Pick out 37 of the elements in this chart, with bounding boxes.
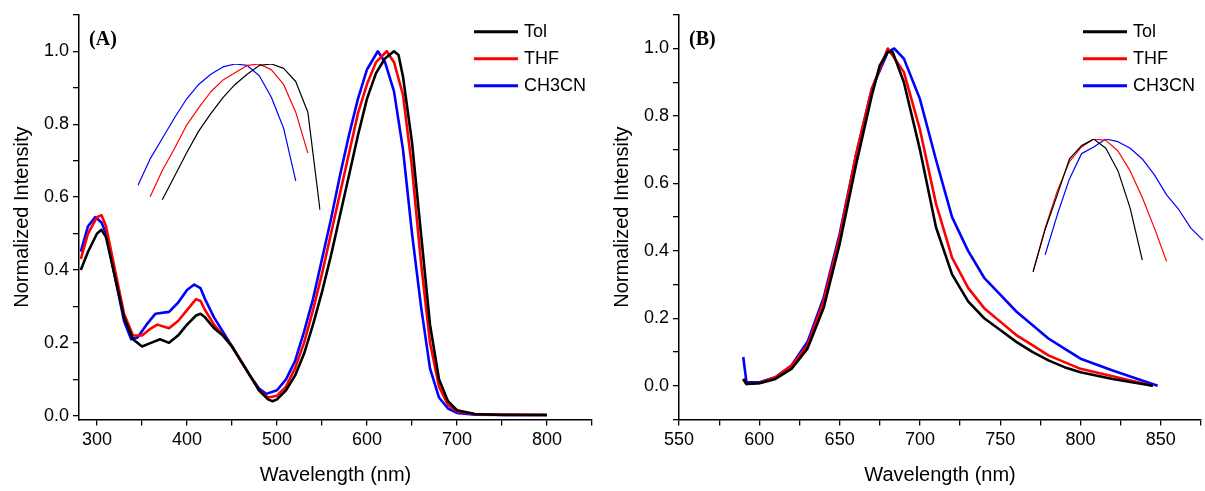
y-tick-label: 0.8 [643,104,670,125]
x-tick-label: 300 [82,429,113,450]
x-tick-label: 800 [531,429,563,450]
x-tick-label: 700 [441,429,473,450]
y-tick-label: 0.0 [643,374,670,395]
x-tick-label: 600 [744,429,775,450]
y-axis-title: Normalized Intensity [9,126,32,308]
y-tick-label: 0.2 [643,307,670,328]
x-tick-label: 850 [1145,429,1176,450]
x-tick-label: 750 [985,429,1016,450]
x-tick-label: 400 [171,429,203,450]
x-tick-label: 550 [664,429,695,450]
y-tick-label: 1.0 [643,37,670,58]
y-tick-label: 0.8 [43,113,70,134]
text: (B) [689,26,716,50]
legend-label: THF [1132,47,1168,68]
x-tick-label: 800 [1065,429,1096,450]
y-tick-label: 0.6 [43,186,70,207]
legend-label: CH3CN [1132,74,1196,95]
text: (A) [89,26,117,50]
x-axis-title: Wavelength (nm) [864,462,1016,485]
x-tick-label: 650 [824,429,855,450]
y-axis-title: Normalized Intensity [609,126,632,308]
legend-label: Tol [523,20,548,41]
legend-label: CH3CN [523,74,587,95]
y-tick-label: 0.4 [643,239,670,260]
x-axis-title: Wavelength (nm) [259,462,412,485]
y-tick-label: 0.6 [643,172,670,193]
legend-label: THF [523,47,559,68]
x-tick-label: 500 [261,429,293,450]
y-tick-label: 1.0 [43,40,70,61]
y-tick-label: 0.4 [43,258,70,279]
legend-label: Tol [1132,20,1157,41]
x-tick-label: 600 [351,429,383,450]
y-tick-label: 0.2 [43,331,70,352]
y-tick-label: 0.0 [43,404,70,425]
x-tick-label: 700 [904,429,935,450]
